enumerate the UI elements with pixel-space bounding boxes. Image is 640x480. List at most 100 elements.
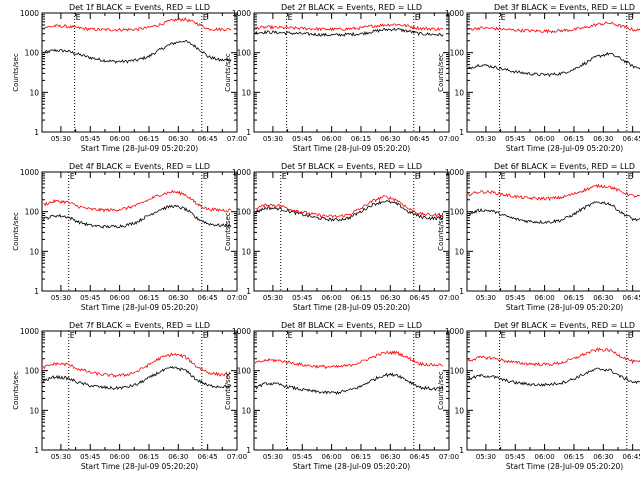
x-tick-label: 05:30 <box>263 453 283 461</box>
x-tick-label: 05:45 <box>505 135 525 143</box>
plot-frame <box>41 171 238 292</box>
event-marker-label: E <box>288 331 293 340</box>
chart-title: Det 6f BLACK = Events, RED = LLD <box>494 162 635 171</box>
x-axis-label: Start Time (28-Jul-09 05:20:20) <box>506 462 623 471</box>
x-tick-label: 05:45 <box>292 294 312 302</box>
x-axis-label: Start Time (28-Jul-09 05:20:20) <box>506 303 623 312</box>
x-tick-label: 05:45 <box>80 135 100 143</box>
y-tick-label: 1000 <box>20 168 39 177</box>
event-marker-label: E <box>203 172 208 181</box>
x-tick-label: 06:00 <box>110 135 130 143</box>
x-tick-label: 05:30 <box>476 453 496 461</box>
event-marker-label: E <box>70 331 75 340</box>
x-tick-label: 06:00 <box>322 294 342 302</box>
y-axis-label: Counts/sec <box>224 212 232 251</box>
x-tick-label: 06:15 <box>564 135 584 143</box>
events-series-line <box>42 366 232 391</box>
y-tick-label: 1000 <box>445 9 464 18</box>
x-tick-label: 06:15 <box>351 135 371 143</box>
x-tick-label: 05:30 <box>51 294 71 302</box>
y-tick-label: 100 <box>450 367 465 376</box>
events-series-line <box>254 372 444 396</box>
x-tick-label: 06:30 <box>593 453 613 461</box>
plot-frame <box>41 12 238 133</box>
plot-frame <box>41 330 238 451</box>
events-series-line <box>468 201 640 224</box>
y-tick-label: 1000 <box>20 327 39 336</box>
x-tick-label: 06:45 <box>198 135 218 143</box>
event-marker-label: E <box>415 13 420 22</box>
event-marker-label: E <box>203 331 208 340</box>
y-tick-label: 1000 <box>445 327 464 336</box>
chart-title: Det 5f BLACK = Events, RED = LLD <box>281 162 422 171</box>
y-tick-label: 100 <box>25 367 40 376</box>
x-tick-label: 06:15 <box>139 453 159 461</box>
y-axis-label: Counts/sec <box>437 212 445 251</box>
chart-panel: Det 2f BLACK = Events, RED = LLD Counts/s… <box>224 3 459 153</box>
chart-title: Det 7f BLACK = Events, RED = LLD <box>69 321 210 330</box>
x-tick-label: 06:15 <box>564 453 584 461</box>
lld-series-line <box>467 347 640 367</box>
x-tick-label: 06:45 <box>623 135 640 143</box>
x-axis-label: Start Time (28-Jul-09 05:20:20) <box>293 462 410 471</box>
y-tick-label: 1 <box>459 446 464 455</box>
y-tick-label: 10 <box>454 247 464 256</box>
plot-frame <box>466 330 640 451</box>
y-tick-label: 10 <box>454 406 464 415</box>
x-tick-label: 07:00 <box>227 294 247 302</box>
x-tick-label: 06:30 <box>593 135 613 143</box>
lld-series-line <box>467 183 640 202</box>
x-tick-label: 05:30 <box>476 135 496 143</box>
y-tick-label: 1 <box>246 446 251 455</box>
x-tick-label: 07:00 <box>227 453 247 461</box>
x-tick-label: 06:45 <box>410 453 430 461</box>
y-tick-label: 1000 <box>232 327 251 336</box>
y-axis-label: Counts/sec <box>12 212 20 251</box>
x-tick-label: 06:15 <box>139 135 159 143</box>
x-axis-label: Start Time (28-Jul-09 05:20:20) <box>293 303 410 312</box>
y-tick-label: 100 <box>25 49 40 58</box>
y-tick-label: 10 <box>29 247 39 256</box>
y-tick-label: 100 <box>237 367 252 376</box>
x-tick-label: 06:45 <box>410 135 430 143</box>
event-marker-label: E <box>203 13 208 22</box>
event-marker-label: E <box>501 13 506 22</box>
x-tick-label: 06:00 <box>110 453 130 461</box>
x-tick-label: 05:30 <box>51 135 71 143</box>
x-axis-label: Start Time (28-Jul-09 05:20:20) <box>81 144 198 153</box>
x-tick-label: 06:45 <box>623 294 640 302</box>
plot-frame <box>253 171 450 292</box>
event-marker-label: E <box>628 13 633 22</box>
x-tick-label: 05:30 <box>263 294 283 302</box>
y-axis-label: Counts/sec <box>437 53 445 92</box>
x-tick-label: 06:30 <box>168 135 188 143</box>
chart-panel: Det 1f BLACK = Events, RED = LLD Counts/s… <box>12 3 247 153</box>
y-tick-label: 1 <box>34 446 39 455</box>
events-series-line <box>467 367 640 387</box>
event-marker-label: E <box>628 172 633 181</box>
x-tick-label: 06:30 <box>593 294 613 302</box>
x-tick-label: 06:45 <box>623 453 640 461</box>
x-tick-label: 06:15 <box>564 294 584 302</box>
x-tick-label: 07:00 <box>439 135 459 143</box>
chart-panel: Det 4f BLACK = Events, RED = LLD Counts/s… <box>12 162 247 312</box>
y-tick-label: 1 <box>459 128 464 137</box>
x-axis-label: Start Time (28-Jul-09 05:20:20) <box>293 144 410 153</box>
y-axis-label: Counts/sec <box>437 371 445 410</box>
y-tick-label: 1000 <box>445 168 464 177</box>
chart-title: Det 3f BLACK = Events, RED = LLD <box>494 3 635 12</box>
chart-title: Det 1f BLACK = Events, RED = LLD <box>69 3 210 12</box>
x-tick-label: 06:00 <box>322 135 342 143</box>
events-series-line <box>254 27 444 37</box>
y-tick-label: 1000 <box>232 9 251 18</box>
chart-title: Det 4f BLACK = Events, RED = LLD <box>69 162 210 171</box>
y-axis-label: Counts/sec <box>12 371 20 410</box>
chart-panel: Det 3f BLACK = Events, RED = LLD Counts/s… <box>437 3 640 153</box>
lld-series-line <box>255 23 444 32</box>
events-series-line <box>42 204 232 229</box>
x-tick-label: 07:00 <box>227 135 247 143</box>
lld-series-line <box>254 349 444 370</box>
y-axis-label: Counts/sec <box>224 53 232 92</box>
x-tick-label: 05:45 <box>292 135 312 143</box>
x-tick-label: 06:15 <box>351 453 371 461</box>
